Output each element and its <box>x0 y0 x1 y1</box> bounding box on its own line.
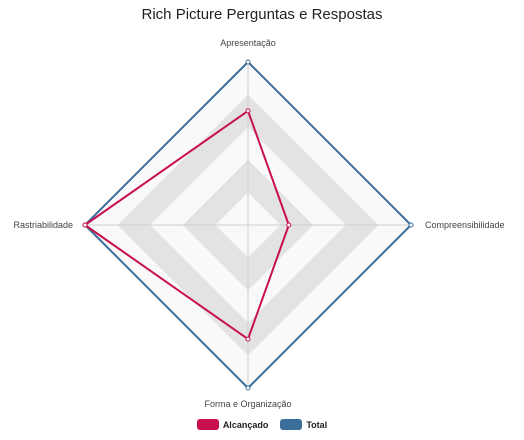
legend-label-total: Total <box>306 419 328 430</box>
axis-label-apresentacao: Apresentação <box>220 38 276 48</box>
chart-legend: Alcançado Total <box>0 419 524 430</box>
data-point-total-2[interactable] <box>245 385 251 391</box>
data-point-alcancado-1[interactable] <box>286 222 292 228</box>
data-point-total-1[interactable] <box>408 222 414 228</box>
legend-swatch-alcancado <box>196 419 219 430</box>
data-point-alcancado-2[interactable] <box>245 336 251 342</box>
axis-label-rastriabilidade: Rastriabilidade <box>13 220 73 230</box>
legend-item-alcancado[interactable]: Alcançado <box>196 419 269 430</box>
legend-item-total[interactable]: Total <box>280 419 327 430</box>
data-point-alcancado-0[interactable] <box>245 108 251 114</box>
radar-series-layer <box>82 59 414 391</box>
legend-swatch-total <box>280 419 303 430</box>
axis-label-compreensibilidade: Compreensibilidade <box>425 220 505 230</box>
chart-title: Rich Picture Perguntas e Respostas <box>141 6 383 23</box>
data-point-alcancado-3[interactable] <box>82 222 88 228</box>
radar-axis-labels: Apresentação Compreensibilidade Forma e … <box>13 38 504 409</box>
axis-label-forma-e-organizacao: Forma e Organização <box>204 399 291 409</box>
legend-label-alcancado: Alcançado <box>222 419 269 430</box>
data-point-total-0[interactable] <box>245 59 251 65</box>
